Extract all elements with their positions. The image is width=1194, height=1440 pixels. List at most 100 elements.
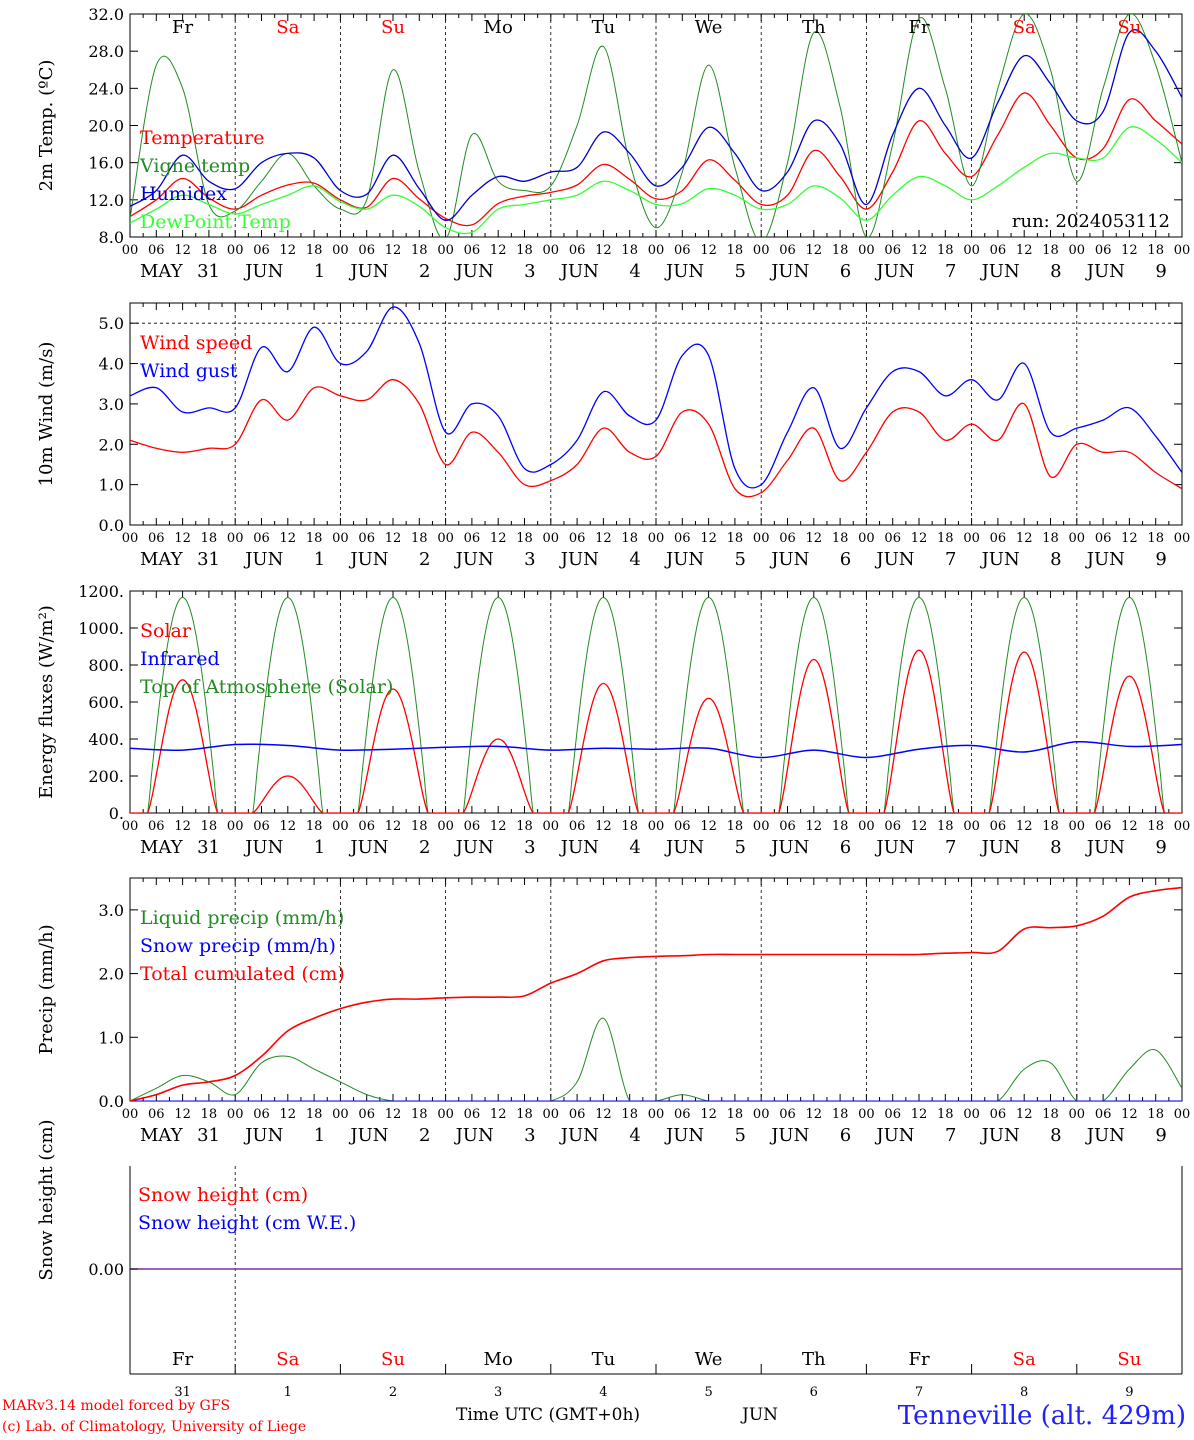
x-day-label: 9 bbox=[1155, 1125, 1166, 1146]
x-hour-label: 18 bbox=[937, 819, 954, 834]
x-hour-label: 06 bbox=[148, 531, 165, 546]
x-hour-label: 00 bbox=[227, 819, 244, 834]
location-title: Tenneville (alt. 429m) bbox=[897, 1401, 1186, 1431]
x-hour-label: 12 bbox=[174, 243, 191, 258]
day-name-bottom: Fr bbox=[908, 1349, 929, 1370]
x-hour-label: 00 bbox=[122, 819, 139, 834]
x-hour-label: 06 bbox=[569, 1107, 586, 1122]
x-hour-label: 12 bbox=[174, 1107, 191, 1122]
y-tick-label: 800. bbox=[88, 656, 124, 675]
x-day-label: 1 bbox=[314, 1125, 325, 1146]
legend-vigne-temp: Vigne temp bbox=[139, 155, 250, 177]
x-hour-label: 00 bbox=[437, 243, 454, 258]
x-hour-label: 00 bbox=[543, 531, 560, 546]
x-day-label: 8 bbox=[1050, 837, 1061, 858]
x-month-label: JUN bbox=[664, 261, 704, 282]
x-hour-label: 18 bbox=[727, 243, 744, 258]
x-hour-label: 06 bbox=[1095, 819, 1112, 834]
x-hour-label: 18 bbox=[1147, 819, 1164, 834]
x-month-label: JUN bbox=[980, 549, 1020, 570]
x-hour-label: 00 bbox=[437, 819, 454, 834]
day-name-top: Su bbox=[381, 17, 405, 38]
x-hour-label: 12 bbox=[385, 1107, 402, 1122]
y-tick-label: 0.00 bbox=[88, 1260, 124, 1279]
y-tick-label: 3.0 bbox=[99, 395, 124, 414]
x-month-label: JUN bbox=[769, 837, 809, 858]
meteogram-chart: 8.012.016.020.024.028.032.02m Temp. (ºC)… bbox=[36, 5, 1191, 1400]
x-hour-label: 12 bbox=[911, 819, 928, 834]
day-name-bottom: Mo bbox=[484, 1349, 513, 1370]
x-hour-label: 12 bbox=[806, 819, 823, 834]
x-hour-label: 06 bbox=[884, 1107, 901, 1122]
x-day-label: 31 bbox=[197, 549, 220, 570]
x-hour-label: 12 bbox=[385, 243, 402, 258]
y-tick-label: 2.0 bbox=[99, 965, 124, 984]
day-name-top: Fr bbox=[172, 17, 193, 38]
x-hour-label: 12 bbox=[385, 819, 402, 834]
x-hour-label: 18 bbox=[1147, 243, 1164, 258]
day-number-bottom: 5 bbox=[704, 1385, 712, 1400]
x-hour-label: 06 bbox=[148, 243, 165, 258]
x-month-label: JUN bbox=[559, 837, 599, 858]
x-day-label: 7 bbox=[945, 837, 956, 858]
x-month-label: JUN bbox=[454, 837, 494, 858]
x-day-label: 6 bbox=[840, 549, 851, 570]
x-hour-label: 12 bbox=[911, 243, 928, 258]
x-hour-label: 18 bbox=[937, 1107, 954, 1122]
day-name-bottom: Fr bbox=[172, 1349, 193, 1370]
panel-frame-0 bbox=[129, 13, 1183, 238]
x-hour-label: 06 bbox=[990, 819, 1007, 834]
x-month-label: JUN bbox=[664, 1125, 704, 1146]
x-hour-label: 00 bbox=[648, 531, 665, 546]
y-tick-label: 8.0 bbox=[99, 228, 124, 247]
x-hour-label: 12 bbox=[280, 531, 297, 546]
x-month-label: JUN bbox=[348, 1125, 388, 1146]
y-tick-label: 5.0 bbox=[99, 314, 124, 333]
x-hour-label: 12 bbox=[1121, 243, 1138, 258]
x-hour-label: 18 bbox=[1147, 1107, 1164, 1122]
x-month-label: JUN bbox=[664, 837, 704, 858]
x-hour-label: 00 bbox=[858, 1107, 875, 1122]
x-hour-label: 18 bbox=[201, 819, 218, 834]
x-hour-label: 18 bbox=[1042, 531, 1059, 546]
x-month-label: JUN bbox=[664, 549, 704, 570]
y-axis-label-3: Precip (mm/h) bbox=[36, 924, 57, 1054]
x-day-label: 5 bbox=[735, 549, 746, 570]
x-day-label: 3 bbox=[524, 549, 535, 570]
x-hour-label: 06 bbox=[884, 531, 901, 546]
x-month-label: JUN bbox=[559, 261, 599, 282]
y-tick-label: 200. bbox=[88, 767, 124, 786]
time-axis-label: Time UTC (GMT+0h) bbox=[456, 1405, 641, 1425]
x-hour-label: 06 bbox=[464, 243, 481, 258]
legend-top-of-atmosphere-solar-: Top of Atmosphere (Solar) bbox=[140, 676, 393, 698]
x-month-label: JUN bbox=[874, 549, 914, 570]
y-axis-label-2: Energy fluxes (W/m²) bbox=[36, 605, 57, 799]
y-tick-label: 0.0 bbox=[99, 1092, 124, 1111]
y-tick-label: 0. bbox=[109, 804, 124, 823]
y-tick-label: 24.0 bbox=[88, 79, 124, 98]
x-hour-label: 06 bbox=[1095, 531, 1112, 546]
x-hour-label: 00 bbox=[858, 243, 875, 258]
x-month-label: JUN bbox=[769, 549, 809, 570]
y-tick-label: 20.0 bbox=[88, 117, 124, 136]
day-number-bottom: 9 bbox=[1125, 1385, 1133, 1400]
x-month-label: JUN bbox=[559, 549, 599, 570]
x-hour-label: 06 bbox=[569, 531, 586, 546]
legend-snow-precip-mm-h-: Snow precip (mm/h) bbox=[140, 935, 336, 957]
x-hour-label: 12 bbox=[1016, 1107, 1033, 1122]
x-hour-label: 06 bbox=[674, 531, 691, 546]
x-month-label: JUN bbox=[243, 549, 283, 570]
x-hour-label: 18 bbox=[727, 1107, 744, 1122]
legend-snow-height-cm-w-e-: Snow height (cm W.E.) bbox=[138, 1212, 356, 1234]
y-tick-label: 1200. bbox=[78, 582, 124, 601]
day-name-bottom: We bbox=[695, 1349, 723, 1370]
x-hour-label: 12 bbox=[806, 531, 823, 546]
day-name-bottom: Su bbox=[1117, 1349, 1141, 1370]
day-name-top: Fr bbox=[908, 17, 929, 38]
x-hour-label: 00 bbox=[753, 243, 770, 258]
y-tick-label: 400. bbox=[88, 730, 124, 749]
x-hour-label: 06 bbox=[569, 819, 586, 834]
x-hour-label: 00 bbox=[1174, 819, 1191, 834]
x-hour-label: 00 bbox=[332, 243, 349, 258]
x-day-label: 3 bbox=[524, 1125, 535, 1146]
